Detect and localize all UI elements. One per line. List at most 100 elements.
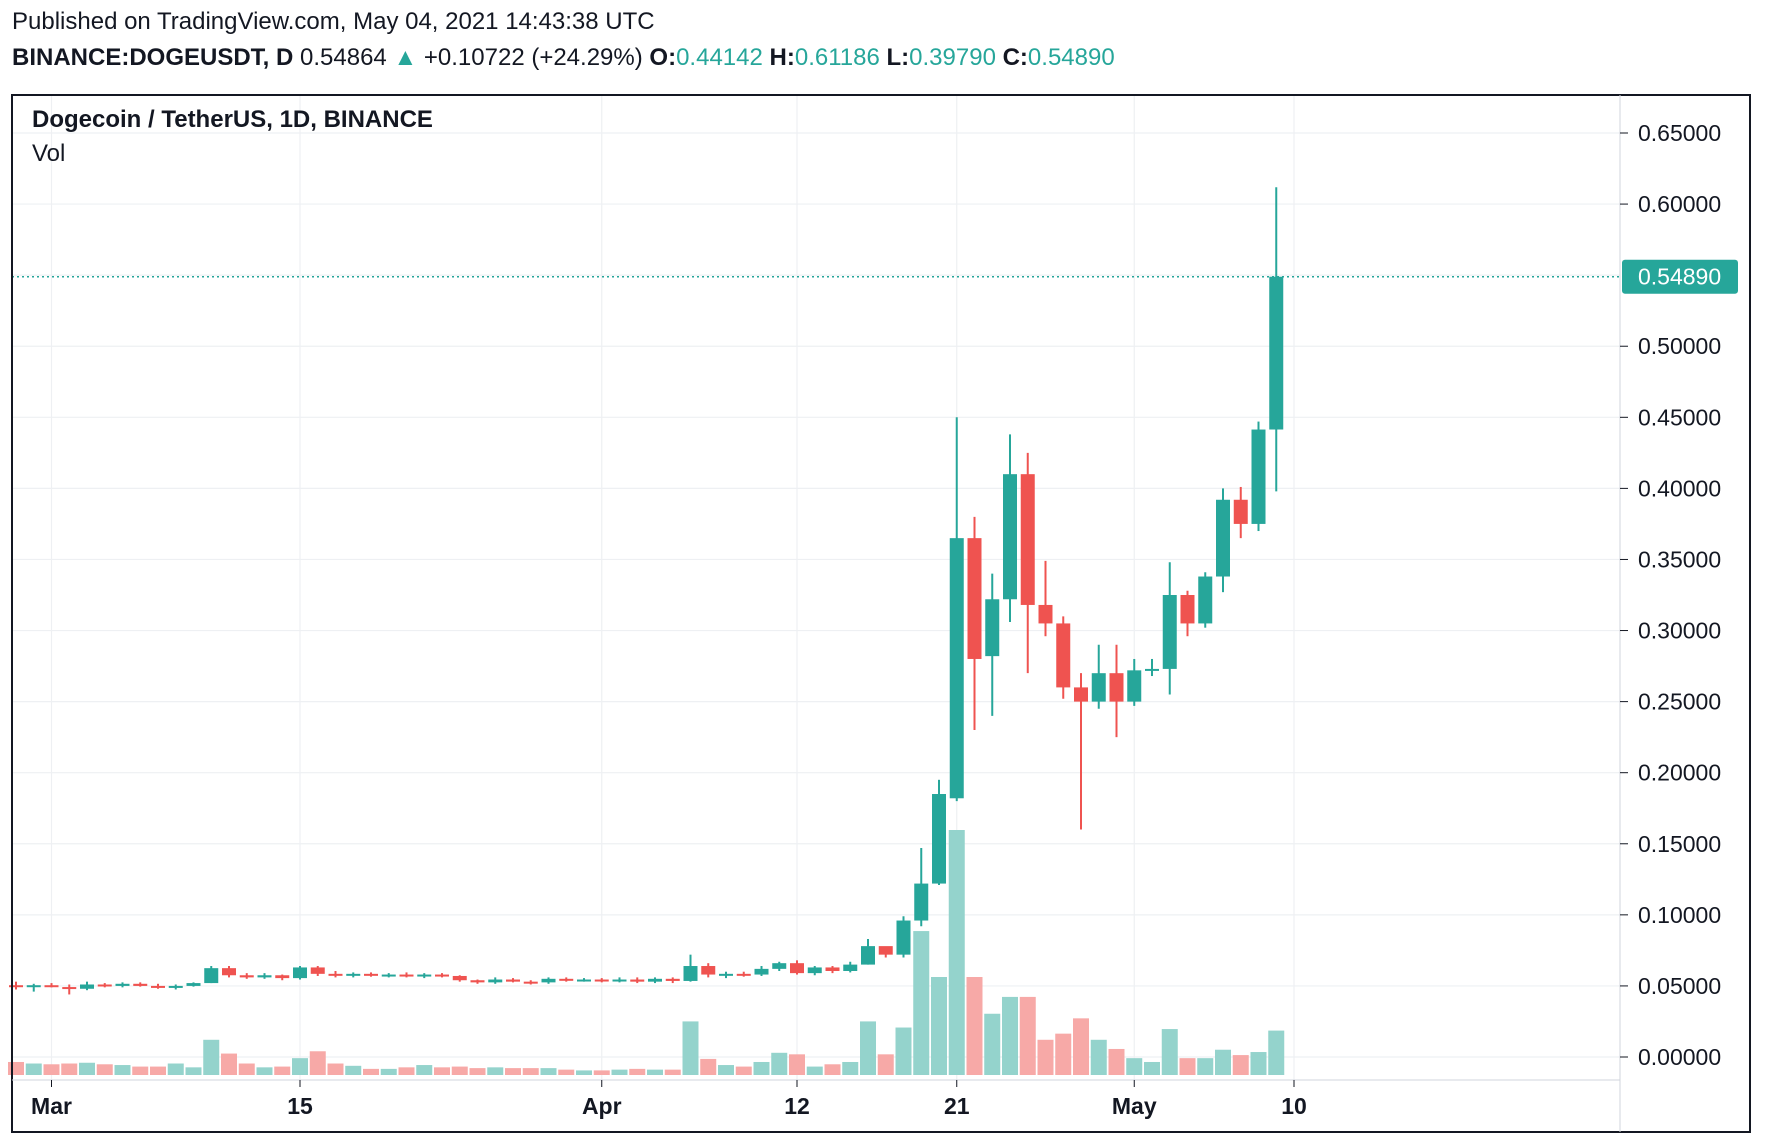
candle-body bbox=[204, 968, 219, 984]
volume-bar bbox=[327, 1063, 344, 1075]
candle bbox=[435, 973, 449, 978]
open-value: 0.44142 bbox=[676, 44, 763, 71]
candle-body bbox=[1038, 604, 1053, 624]
volume-bar bbox=[79, 1062, 95, 1075]
candle-body bbox=[275, 975, 290, 979]
candle bbox=[151, 983, 165, 989]
candle bbox=[719, 971, 733, 979]
candle-body bbox=[1180, 595, 1195, 624]
time-tick-label: 12 bbox=[784, 1093, 810, 1119]
volume-bar bbox=[682, 1021, 699, 1075]
candle-body bbox=[26, 985, 41, 988]
candle bbox=[222, 966, 236, 978]
high-value: 0.61186 bbox=[794, 44, 880, 71]
volume-bar bbox=[1055, 1033, 1072, 1075]
candle bbox=[1180, 590, 1195, 637]
volume-label[interactable]: Vol bbox=[32, 140, 66, 167]
candle-body bbox=[151, 985, 165, 988]
price-tick-label: 0.50000 bbox=[1638, 333, 1721, 359]
candle bbox=[1162, 562, 1177, 695]
candle bbox=[825, 966, 840, 974]
candle-body bbox=[381, 974, 396, 977]
volume-bar bbox=[434, 1067, 450, 1075]
candle bbox=[186, 982, 201, 987]
candle bbox=[204, 966, 219, 984]
candle bbox=[878, 946, 893, 958]
volume-bar bbox=[61, 1063, 78, 1075]
symbol-name[interactable]: BINANCE:DOGEUSDT, D bbox=[12, 44, 294, 71]
price-tick-label: 0.00000 bbox=[1638, 1044, 1721, 1070]
volume-bar bbox=[256, 1067, 273, 1075]
candle-body bbox=[435, 974, 449, 977]
volume-bar bbox=[895, 1027, 912, 1075]
candle-body bbox=[310, 967, 325, 974]
volume-bar bbox=[1161, 1029, 1178, 1075]
candle bbox=[1056, 616, 1071, 699]
volume-bar bbox=[1073, 1018, 1089, 1075]
volume-bar bbox=[8, 1061, 24, 1075]
candle-body bbox=[488, 979, 503, 983]
volume-bar bbox=[398, 1067, 415, 1075]
volume-bar bbox=[1108, 1048, 1125, 1075]
up-arrow-icon: ▲ bbox=[393, 44, 418, 71]
volume-bar bbox=[1197, 1058, 1214, 1075]
volume-bar bbox=[416, 1065, 433, 1075]
price-tick-label: 0.40000 bbox=[1638, 475, 1721, 501]
volume-bar bbox=[700, 1058, 717, 1075]
candle bbox=[790, 960, 804, 975]
volume-bar bbox=[647, 1069, 663, 1075]
candle-body bbox=[1162, 595, 1177, 669]
candle bbox=[310, 966, 325, 976]
candle bbox=[1127, 658, 1142, 706]
candle bbox=[648, 977, 662, 984]
volume-bar bbox=[629, 1068, 646, 1075]
candle bbox=[630, 977, 645, 984]
candle-body bbox=[790, 963, 804, 974]
open-label: O: bbox=[649, 44, 677, 71]
candle bbox=[44, 983, 59, 988]
volume-bar bbox=[1126, 1058, 1143, 1075]
candle-body bbox=[896, 920, 911, 955]
last-price-line: 0.54890 bbox=[12, 259, 1738, 294]
candle bbox=[807, 966, 822, 976]
candle bbox=[949, 417, 964, 802]
candle bbox=[577, 978, 591, 982]
volume-bar bbox=[221, 1053, 237, 1075]
candle bbox=[452, 975, 467, 982]
candle bbox=[932, 779, 946, 885]
chart-frame bbox=[11, 94, 1751, 1133]
candle-body bbox=[1074, 687, 1088, 702]
candle bbox=[594, 978, 609, 983]
candle-body bbox=[594, 979, 609, 982]
volume-bar bbox=[522, 1068, 539, 1075]
candle-body bbox=[1233, 499, 1248, 524]
candle bbox=[275, 974, 290, 981]
volume-bar bbox=[1250, 1052, 1267, 1075]
candle bbox=[115, 982, 130, 988]
candle-body bbox=[97, 984, 112, 987]
last-price-badge-label: 0.54890 bbox=[1638, 264, 1721, 290]
volume-bar bbox=[576, 1070, 592, 1075]
price-tick-label: 0.60000 bbox=[1638, 191, 1721, 217]
candle-body bbox=[44, 985, 59, 988]
volume-bar bbox=[877, 1054, 894, 1075]
candle-body bbox=[914, 883, 929, 921]
volume-bar bbox=[96, 1064, 113, 1075]
volume-bar bbox=[1037, 1039, 1054, 1075]
candle-body bbox=[825, 967, 840, 971]
published-line: Published on TradingView.com, May 04, 20… bbox=[12, 8, 655, 35]
candle bbox=[772, 961, 787, 971]
candle-body bbox=[665, 978, 680, 981]
volume-bar bbox=[842, 1061, 859, 1075]
volume-bar bbox=[913, 931, 930, 1075]
candle bbox=[861, 939, 875, 965]
chart-title[interactable]: Dogecoin / TetherUS, 1D, BINANCE bbox=[32, 106, 433, 133]
candle-body bbox=[1127, 670, 1142, 702]
volume-bar bbox=[487, 1067, 504, 1075]
candle-body bbox=[186, 983, 201, 986]
candle bbox=[559, 977, 574, 982]
candle bbox=[523, 980, 538, 985]
candle-body bbox=[523, 981, 538, 984]
candle bbox=[701, 963, 716, 978]
